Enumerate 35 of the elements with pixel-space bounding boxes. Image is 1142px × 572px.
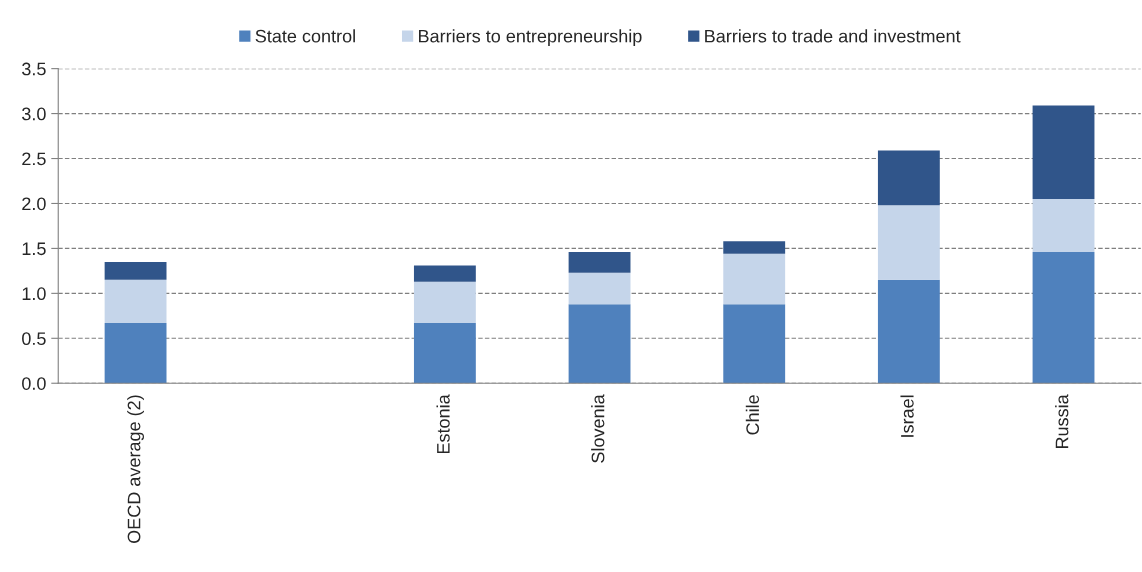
bar xyxy=(1032,105,1095,199)
y-tick-label: 1.0 xyxy=(22,287,46,301)
y-tick-label: 1.5 xyxy=(22,242,46,256)
x-tick-label: Russia xyxy=(1055,394,1069,449)
x-tick-label: OECD average (2) xyxy=(127,395,144,543)
bar xyxy=(877,205,940,280)
y-tick-label: 0.0 xyxy=(22,377,46,390)
bar xyxy=(104,279,167,324)
bar xyxy=(1032,198,1095,253)
y-tick-label: 3.5 xyxy=(22,62,46,76)
bar xyxy=(104,261,167,280)
y-tick-label: 2.5 xyxy=(22,152,46,166)
x-tick-label: Chile xyxy=(745,395,760,435)
bar xyxy=(877,150,940,206)
bar xyxy=(568,304,631,384)
legend-label: Barriers to trade and investment xyxy=(705,29,961,43)
bar xyxy=(1032,252,1095,384)
bar xyxy=(104,323,167,384)
bar xyxy=(723,304,786,384)
bar xyxy=(877,279,940,384)
bar xyxy=(413,281,476,324)
bar xyxy=(413,265,476,282)
bar xyxy=(568,252,631,273)
y-tick-label: 0.5 xyxy=(22,332,46,346)
x-tick-label: Slovenia xyxy=(591,394,605,463)
legend-label: Barriers to entrepreneurship xyxy=(419,29,642,47)
bar xyxy=(413,323,476,384)
bar xyxy=(568,272,631,305)
x-tick-label: Estonia xyxy=(436,394,450,454)
legend-label: State control xyxy=(255,29,355,43)
x-tick-label: Israel xyxy=(900,395,914,437)
bar xyxy=(723,253,786,305)
bar xyxy=(723,241,786,254)
y-tick-label: 2.0 xyxy=(22,197,46,211)
y-tick-label: 3.0 xyxy=(22,107,46,121)
